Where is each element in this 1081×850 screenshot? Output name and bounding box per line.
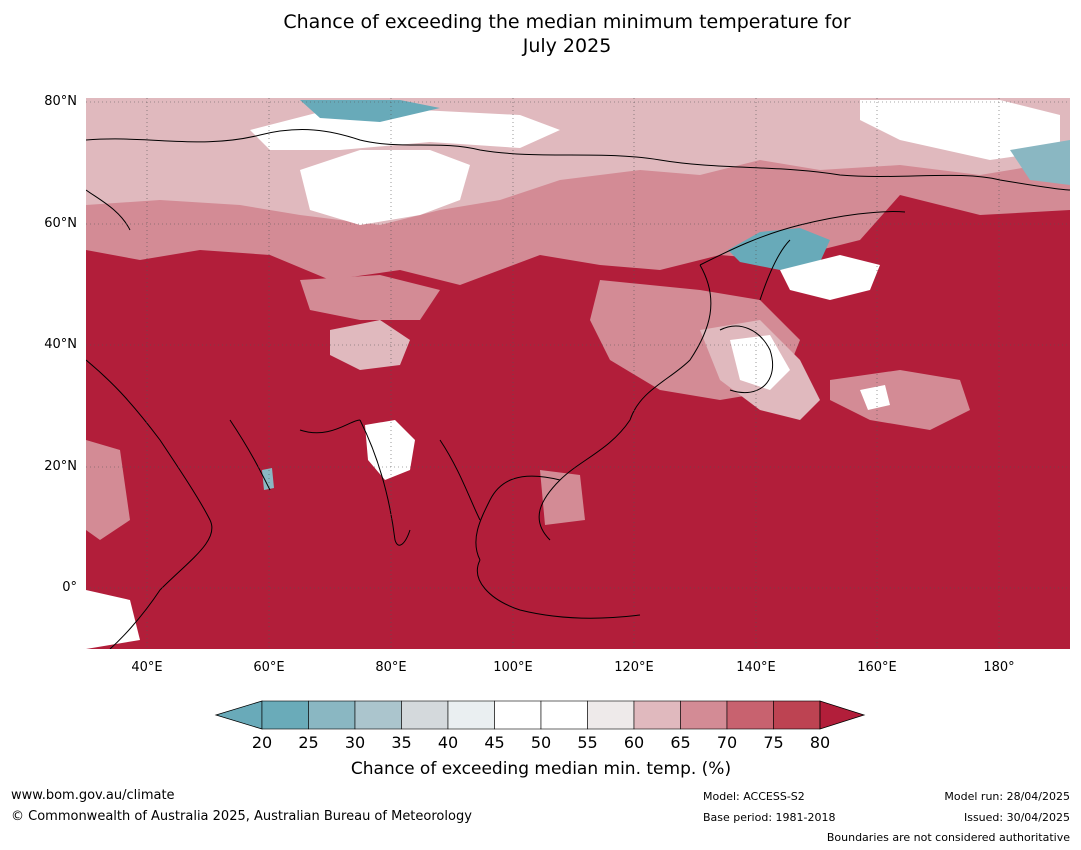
colorbar-tick-label: 80: [809, 733, 831, 752]
lat-label-60n: 60°N: [44, 216, 77, 231]
colorbar-bin: [447, 700, 495, 730]
colorbar-tick-label: 35: [391, 733, 412, 752]
colorbar-tick-label: 25: [298, 733, 319, 752]
region-white-east: [860, 100, 1060, 160]
lon-label-140e: 140°E: [736, 660, 776, 675]
colorbar-bin: [587, 700, 635, 730]
colorbar-extend-high: [819, 700, 866, 730]
lon-label-120e: 120°E: [614, 660, 654, 675]
colorbar-tick-label: 60: [623, 733, 645, 752]
region-kazakh-pink: [300, 275, 440, 320]
colorbar-tick-label: 50: [530, 733, 552, 752]
footer-model: Model: ACCESS-S2: [703, 790, 805, 803]
region-india-white: [365, 420, 415, 480]
colorbar-tick-label: 30: [344, 733, 366, 752]
footer-base-period: Base period: 1981-2018: [703, 811, 836, 824]
colorbar-tick-label: 45: [484, 733, 505, 752]
region-sea-pink: [540, 470, 585, 525]
region-white-japan: [730, 335, 790, 390]
footer-website: www.bom.gov.au/climate: [11, 788, 175, 803]
lat-label-80n: 80°N: [44, 94, 77, 109]
region-white-okhotsk: [780, 255, 880, 300]
region-white-arctic: [250, 110, 560, 150]
colorbar-tick-label: 20: [251, 733, 273, 752]
colorbar-extend-low: [214, 700, 263, 730]
colorbar-bin: [494, 700, 542, 730]
colorbar: [214, 700, 866, 730]
footer-copyright: © Commonwealth of Australia 2025, Austra…: [11, 809, 472, 824]
region-cool-arctic: [300, 100, 440, 122]
region-cool-east: [1010, 140, 1070, 185]
lat-label-0: 0°: [62, 580, 77, 595]
colorbar-bin: [726, 700, 774, 730]
colorbar-bin: [633, 700, 681, 730]
lon-label-160e: 160°E: [857, 660, 897, 675]
footer-model-run: Model run: 28/04/2025: [944, 790, 1070, 803]
colorbar-bin: [354, 700, 402, 730]
colorbar-tick-label: 75: [763, 733, 784, 752]
region-white-pacific: [860, 385, 890, 410]
colorbar-tick-label: 55: [577, 733, 598, 752]
lon-label-180: 180°: [983, 660, 1015, 675]
region-white-west-siberia: [300, 150, 470, 225]
colorbar-bin: [401, 700, 449, 730]
colorbar-bin: [680, 700, 728, 730]
region-cool-okhotsk: [728, 228, 830, 270]
region-africa-pink: [86, 440, 130, 540]
map-area: [86, 98, 1070, 649]
region-africa-white: [86, 590, 140, 649]
colorbar-tick-label: 40: [437, 733, 459, 752]
colorbar-bin: [261, 700, 309, 730]
lon-label-80e: 80°E: [375, 660, 407, 675]
footer-disclaimer: Boundaries are not considered authoritat…: [826, 831, 1070, 844]
coastlines: [86, 129, 1070, 649]
lon-label-60e: 60°E: [253, 660, 285, 675]
lat-label-20n: 20°N: [44, 459, 77, 474]
chart-title: Chance of exceeding the median minimum t…: [283, 11, 851, 57]
lat-label-40n: 40°N: [44, 337, 77, 352]
graticule: [86, 98, 1070, 649]
colorbar-tick-label: 65: [670, 733, 691, 752]
lon-label-100e: 100°E: [493, 660, 533, 675]
region-pacific-pink: [830, 370, 970, 430]
colorbar-bin: [540, 700, 588, 730]
colorbar-tick-label: 70: [716, 733, 738, 752]
colorbar-label: Chance of exceeding median min. temp. (%…: [350, 759, 732, 779]
region-arabia-cool: [262, 468, 274, 490]
lon-label-40e: 40°E: [131, 660, 163, 675]
colorbar-bin: [773, 700, 821, 730]
footer-issued: Issued: 30/04/2025: [963, 811, 1070, 824]
colorbar-bin: [308, 700, 356, 730]
